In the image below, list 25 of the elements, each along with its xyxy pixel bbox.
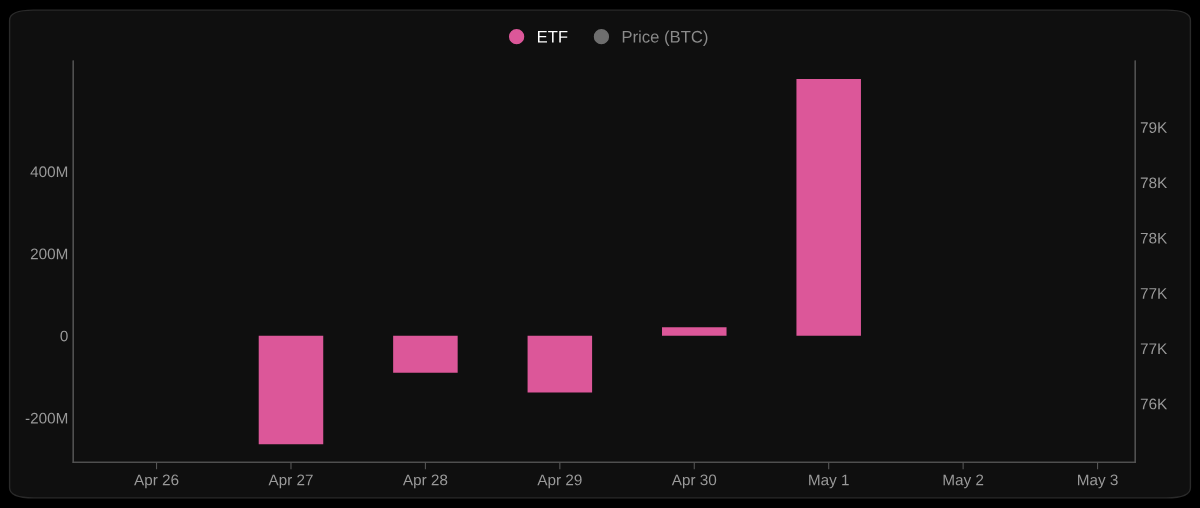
y2-tick-label: 78K <box>1140 232 1168 244</box>
x-tick-label: Apr 30 <box>671 474 717 489</box>
legend-label: ETF <box>537 31 568 43</box>
x-tick-label: Apr 29 <box>537 474 582 489</box>
x-tick-label: Apr 28 <box>402 474 448 489</box>
legend-label: Price (BTC) <box>622 30 708 46</box>
y-tick-label: 200M <box>30 248 68 260</box>
y-tick-label: -200M <box>25 412 68 424</box>
y2-tick-label: 77K <box>1140 288 1168 299</box>
x-tick-label: May 3 <box>1078 474 1118 489</box>
y-tick-label: 400M <box>30 166 68 178</box>
x-tick-label: Apr 26 <box>134 474 179 489</box>
y2-tick-label: 77K <box>1140 343 1168 354</box>
x-tick-label: May 2 <box>943 474 984 489</box>
x-tick-label: May 1 <box>809 474 849 489</box>
y2-tick-label: 79K <box>1140 122 1168 133</box>
bar <box>796 79 861 336</box>
y-tick-label: 0 <box>60 330 68 342</box>
bar <box>258 335 324 445</box>
bar <box>393 335 458 373</box>
y2-tick-label: 76K <box>1140 398 1168 410</box>
y2-tick-label: 78K <box>1140 177 1168 189</box>
x-tick-label: Apr 27 <box>268 474 313 489</box>
bar <box>527 335 593 393</box>
bar <box>662 327 727 336</box>
